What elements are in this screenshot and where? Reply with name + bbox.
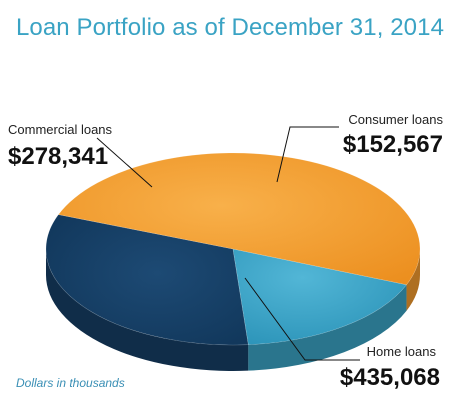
chart-title: Loan Portfolio as of December 31, 2014 bbox=[15, 14, 445, 41]
pie-slice-commercial bbox=[45, 214, 249, 346]
units-note: Dollars in thousands bbox=[16, 376, 125, 390]
leader-line-home bbox=[244, 277, 360, 361]
pie-side-commercial bbox=[46, 249, 249, 372]
slice-label-commercial: Commercial loans bbox=[8, 122, 113, 137]
pie-side-home bbox=[406, 249, 420, 311]
slice-value-home: $435,068 bbox=[340, 364, 440, 391]
slice-label-home: Home loans bbox=[367, 344, 437, 359]
leader-line-commercial bbox=[96, 137, 153, 188]
slice-value-commercial: $278,341 bbox=[8, 143, 108, 170]
slice-label-consumer: Consumer loans bbox=[348, 112, 443, 127]
leader-line-consumer bbox=[276, 126, 339, 183]
pie-side-consumer bbox=[248, 284, 407, 371]
slice-value-consumer: $152,567 bbox=[343, 131, 443, 158]
pie-slice-home bbox=[57, 152, 421, 286]
